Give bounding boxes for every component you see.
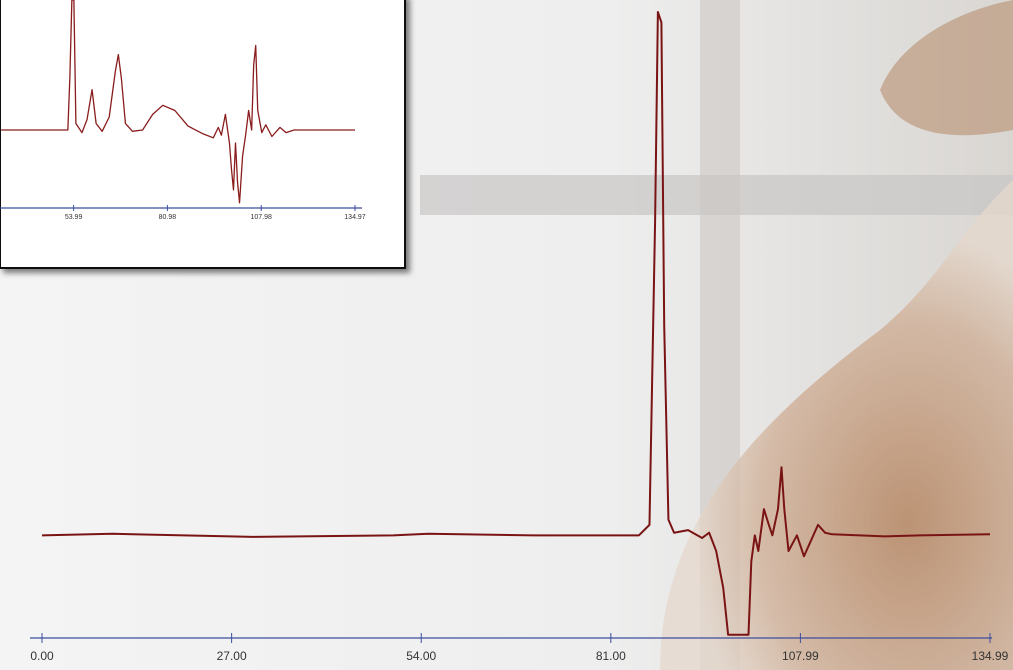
x-tick-label: 81.00 — [596, 649, 626, 663]
signal-line — [41, 11, 991, 636]
signal-line — [1, 0, 355, 204]
x-tick-label: 107.98 — [251, 214, 273, 221]
x-tick-label: 134.99 — [972, 649, 1009, 663]
x-tick-label: 107.99 — [782, 649, 819, 663]
x-tick-label: 27.00 — [217, 649, 247, 663]
x-tick-label: 54.00 — [406, 649, 436, 663]
inset-plot: 53.99 80.98 107.98 134.97 — [0, 0, 366, 221]
x-tick-label: 53.99 — [65, 214, 83, 221]
x-tick-label: 134.97 — [344, 214, 366, 221]
x-tick-label: 80.98 — [159, 214, 177, 221]
x-tick-label: 0.00 — [30, 649, 54, 663]
main-plot: 0.00 27.00 54.00 81.00 107.99 134.99 — [30, 11, 1009, 663]
